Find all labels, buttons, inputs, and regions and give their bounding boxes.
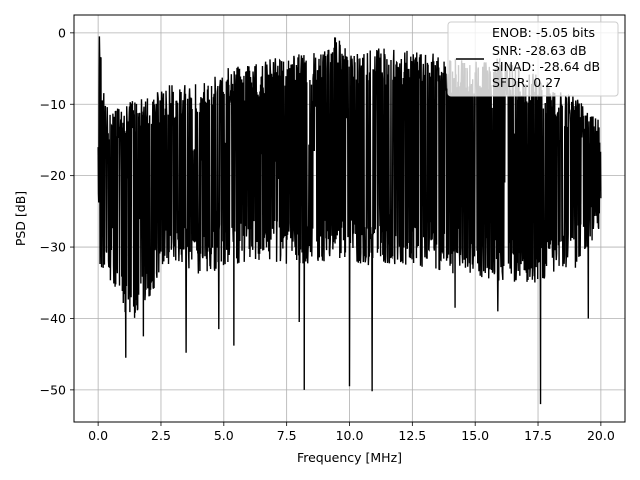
y-tick-label: 0: [58, 25, 66, 40]
legend-box: [447, 21, 619, 97]
legend-enob: ENOB: -5.05 bits: [492, 25, 595, 40]
x-tick-label: 0.0: [88, 428, 108, 443]
y-tick-label: −10: [40, 97, 66, 112]
y-tick-label: −50: [40, 382, 66, 397]
x-axis-label: Frequency [MHz]: [297, 450, 402, 465]
x-tick-label: 10.0: [336, 428, 364, 443]
legend-sfdr: SFDR: 0.27: [492, 75, 561, 90]
x-tick-label: 7.5: [277, 428, 297, 443]
y-axis-label: PSD [dB]: [13, 191, 28, 246]
y-tick-label: −20: [40, 168, 66, 183]
x-tick-label: 12.5: [398, 428, 426, 443]
legend-sinad: SINAD: -28.64 dB: [492, 59, 600, 74]
psd-series-line: [97, 36, 602, 405]
x-axis-ticks: 0.0 2.5 5.0 7.5 10.0 12.5 15.0 17.5 20.0: [88, 422, 615, 443]
x-tick-label: 15.0: [461, 428, 489, 443]
y-tick-label: −30: [40, 240, 66, 255]
y-axis-ticks: 0 −10 −20 −30 −40 −50: [40, 25, 74, 397]
legend-snr: SNR: -28.63 dB: [492, 43, 587, 58]
y-tick-label: −40: [40, 311, 66, 326]
x-tick-label: 2.5: [151, 428, 171, 443]
plot-area: [97, 36, 602, 405]
legend: ENOB: -5.05 bits SNR: -28.63 dB SINAD: -…: [447, 21, 619, 97]
x-tick-label: 5.0: [214, 428, 234, 443]
x-tick-label: 20.0: [587, 428, 615, 443]
x-tick-label: 17.5: [524, 428, 552, 443]
